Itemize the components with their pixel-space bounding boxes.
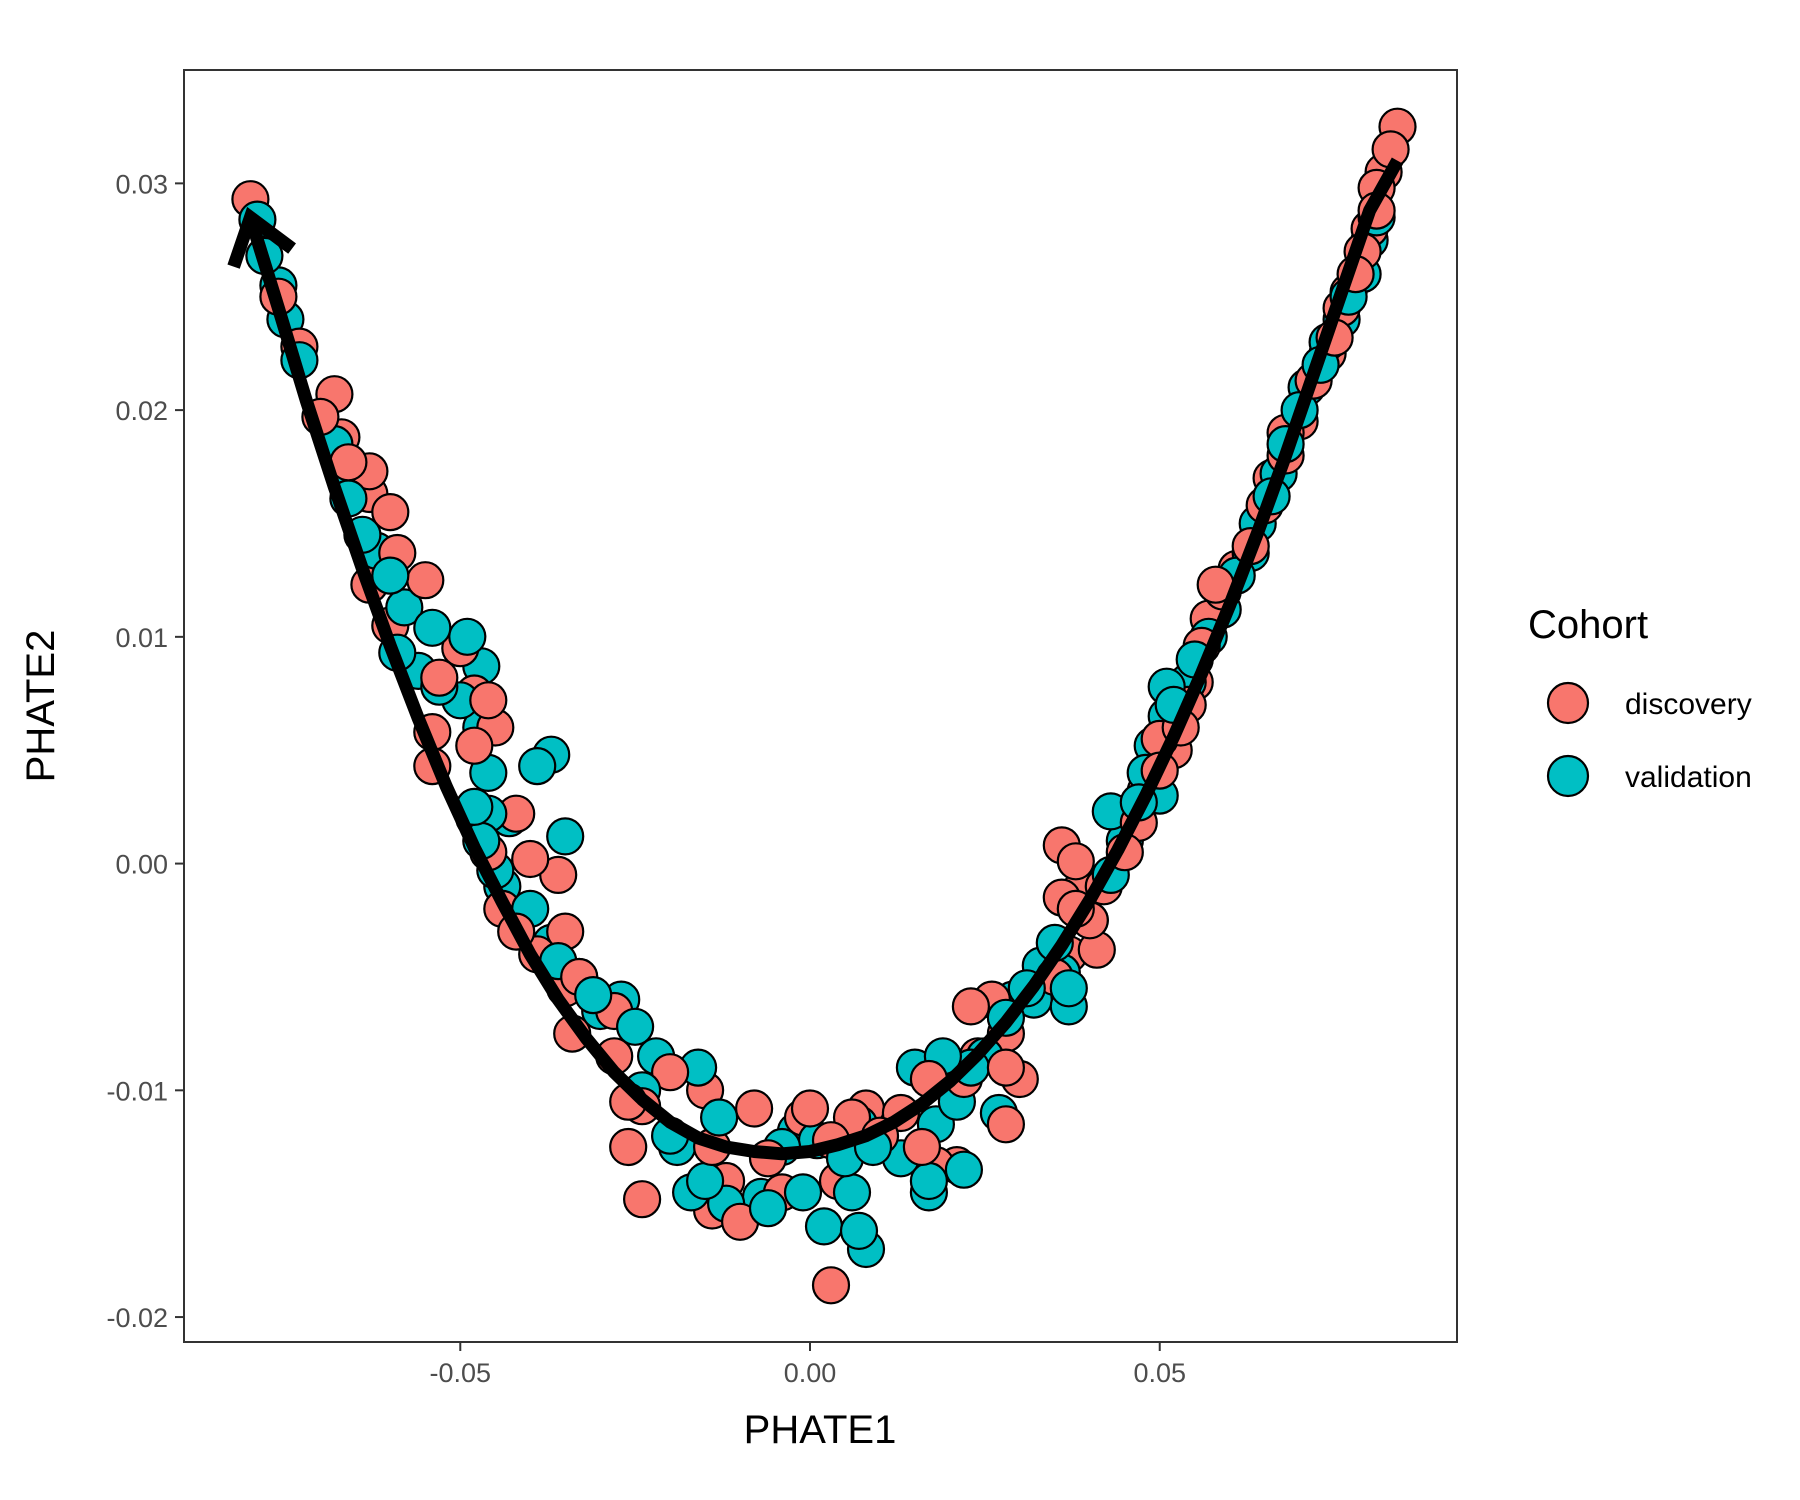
y-tick-label: 0.01 — [115, 623, 168, 653]
x-axis-title: PHATE1 — [744, 1408, 897, 1452]
point-discovery — [951, 987, 991, 1026]
point-validation — [448, 617, 487, 656]
point-validation — [615, 1007, 655, 1046]
y-tick-label: -0.01 — [106, 1076, 168, 1106]
point-discovery — [455, 726, 494, 765]
legend-label-discovery: discovery — [1625, 688, 1752, 721]
point-discovery — [622, 1180, 662, 1219]
point-validation — [832, 1173, 872, 1212]
point-discovery — [420, 658, 459, 697]
point-discovery — [902, 1127, 942, 1167]
point-validation — [546, 817, 585, 856]
point-discovery — [734, 1089, 774, 1128]
point-validation — [909, 1161, 949, 1201]
point-validation — [1049, 969, 1088, 1008]
point-validation — [748, 1189, 788, 1228]
trajectory-line — [244, 157, 1404, 1161]
point-discovery — [469, 681, 508, 720]
trajectory-arrowhead — [227, 206, 296, 269]
point-discovery — [609, 1127, 648, 1167]
point-validation — [944, 1150, 984, 1189]
point-validation — [385, 588, 424, 627]
y-tick-label: -0.02 — [106, 1303, 168, 1333]
x-tick-label: -0.05 — [430, 1358, 492, 1388]
point-validation — [371, 556, 410, 595]
point-discovery — [1056, 842, 1095, 881]
x-tick-label: 0.05 — [1133, 1358, 1186, 1388]
point-discovery — [511, 839, 550, 879]
point-validation — [699, 1098, 739, 1137]
point-discovery — [986, 1048, 1026, 1087]
x-axis: -0.05 0.00 0.05 — [430, 1342, 1186, 1388]
point-validation — [783, 1173, 823, 1212]
y-axis-title: PHATE2 — [19, 630, 63, 783]
point-validation — [804, 1207, 844, 1246]
point-validation — [574, 975, 613, 1015]
point-discovery — [986, 1105, 1026, 1144]
legend: Cohort discovery validation — [1528, 603, 1752, 798]
point-discovery — [811, 1266, 851, 1305]
point-validation — [839, 1211, 879, 1251]
point-discovery — [790, 1089, 830, 1128]
legend-key-discovery — [1546, 681, 1590, 725]
point-discovery — [371, 492, 410, 532]
legend-label-validation: validation — [1625, 761, 1752, 794]
legend-title: Cohort — [1528, 603, 1648, 647]
trajectory-layer — [227, 157, 1404, 1161]
point-validation — [413, 608, 452, 647]
point-discovery — [650, 1053, 690, 1092]
point-validation — [518, 746, 557, 786]
point-discovery — [406, 561, 445, 600]
point-validation — [685, 1161, 725, 1201]
x-tick-label: 0.00 — [784, 1358, 837, 1388]
y-tick-label: 0.00 — [115, 850, 168, 880]
legend-entries: discovery validation — [1546, 681, 1752, 798]
y-axis: -0.02 -0.01 0.00 0.01 0.02 0.03 — [106, 169, 184, 1333]
legend-key-validation — [1546, 754, 1590, 798]
y-tick-label: 0.03 — [115, 169, 168, 199]
plot-panel-border — [183, 69, 1458, 1343]
y-tick-label: 0.02 — [115, 396, 168, 426]
